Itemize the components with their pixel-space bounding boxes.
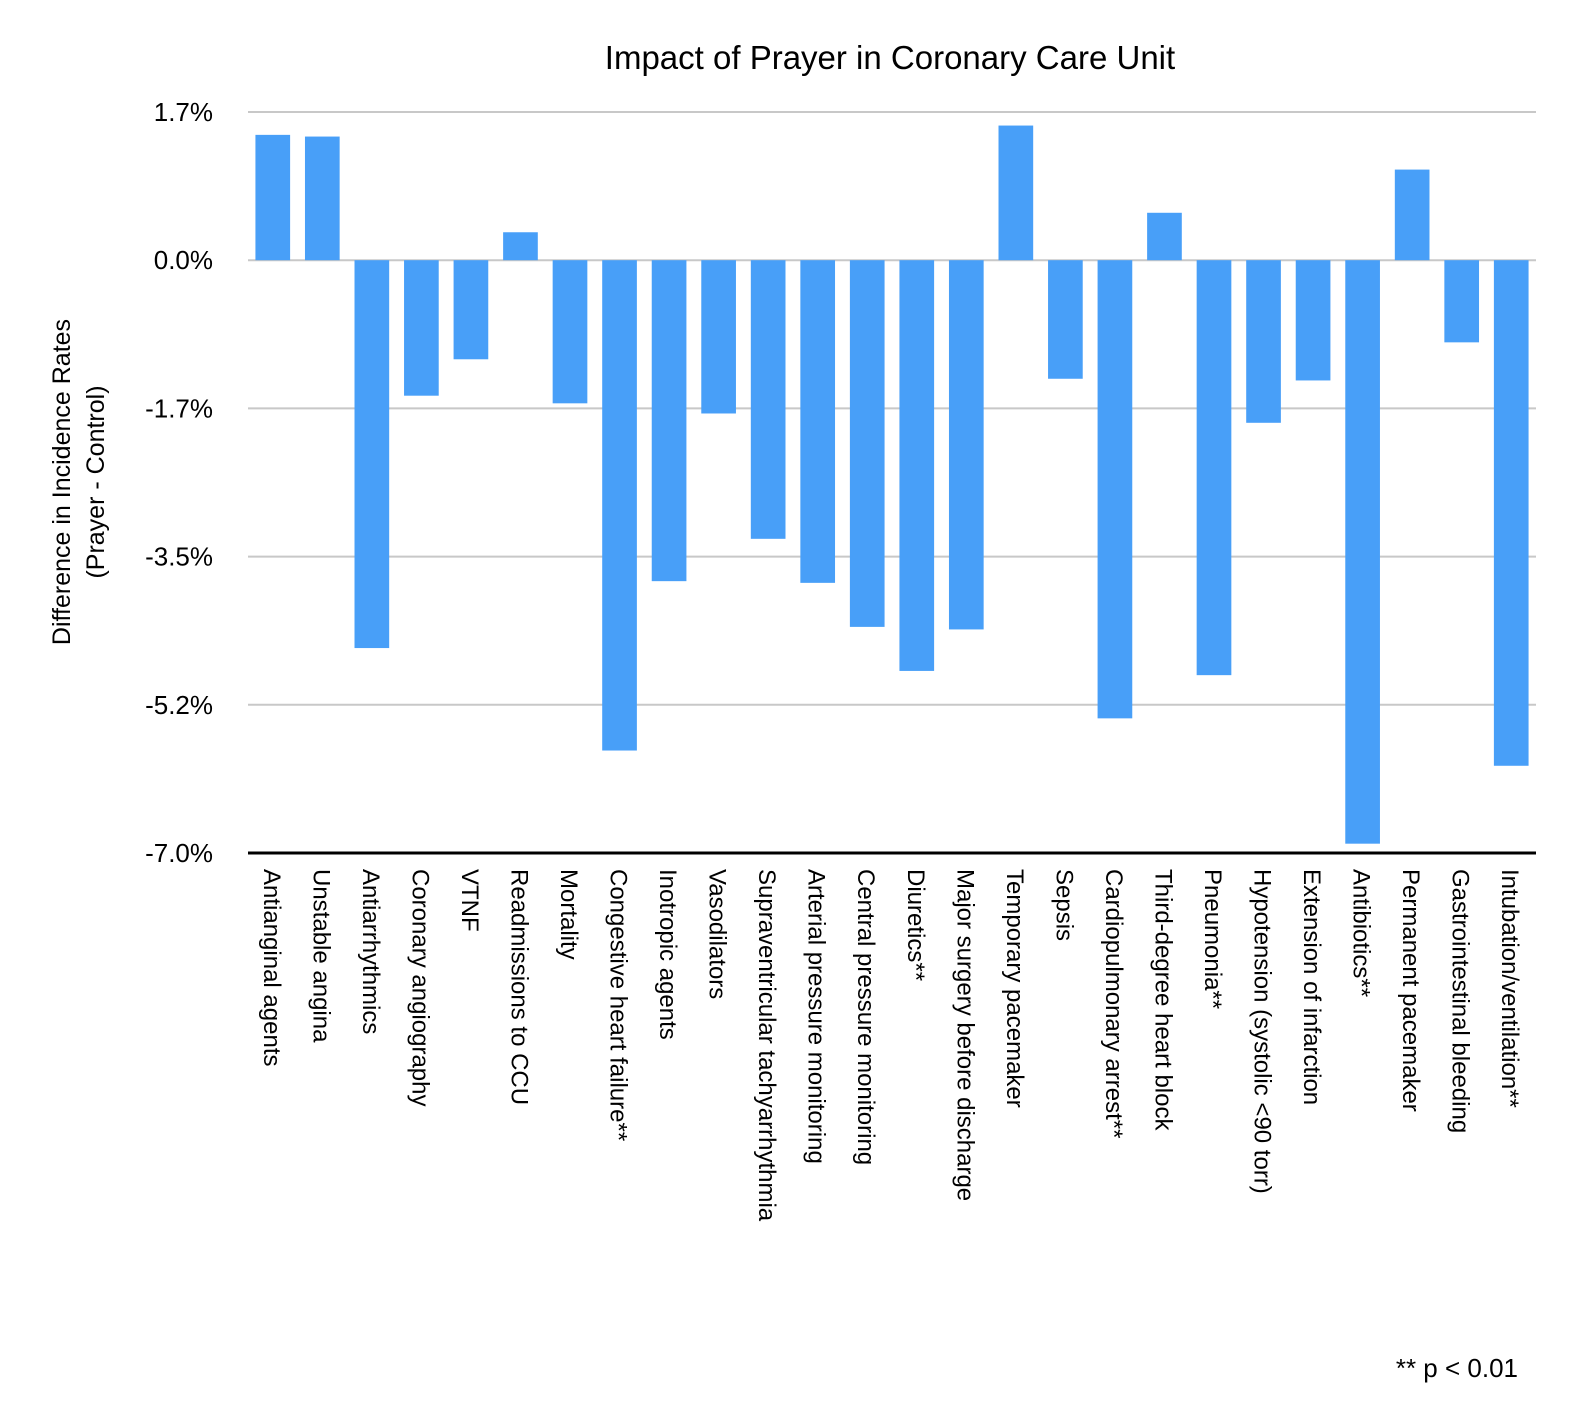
x-tick-label: Pneumonia** bbox=[1199, 869, 1226, 1009]
x-tick-label: Arterial pressure monitoring bbox=[803, 869, 830, 1164]
bar bbox=[1394, 169, 1430, 261]
bar bbox=[304, 136, 340, 261]
x-tick-label: Extension of infarction bbox=[1298, 869, 1325, 1105]
bar bbox=[1147, 212, 1182, 261]
bar bbox=[503, 232, 538, 261]
y-tick-label: -5.2% bbox=[145, 690, 213, 720]
bar bbox=[552, 260, 588, 404]
gridlines bbox=[248, 111, 1536, 706]
x-tick-label: Temporary pacemaker bbox=[1001, 869, 1028, 1108]
bars bbox=[255, 125, 1529, 844]
x-tick-label: Antianginal agents bbox=[258, 869, 285, 1066]
x-tick-label: Central pressure monitoring bbox=[852, 869, 879, 1165]
x-tick-label: Mortality bbox=[555, 869, 582, 960]
bar bbox=[404, 260, 439, 396]
bar bbox=[1345, 260, 1380, 844]
x-tick-label: Inotropic agents bbox=[654, 869, 681, 1040]
bar bbox=[1196, 260, 1232, 676]
x-tick-label: Supraventricular tachyarrhythmia bbox=[753, 869, 780, 1222]
x-tick-label: Cardiopulmonary arrest** bbox=[1100, 869, 1127, 1138]
bar bbox=[1444, 260, 1480, 343]
x-tick-label: Antiarrhythmics bbox=[357, 869, 384, 1034]
x-tick-label: Coronary angiography bbox=[406, 869, 433, 1106]
bar bbox=[1295, 260, 1331, 381]
bar bbox=[948, 260, 984, 630]
x-tick-label: Diuretics** bbox=[902, 869, 929, 981]
y-tick-label: -7.0% bbox=[145, 838, 213, 868]
bar bbox=[701, 260, 736, 414]
x-tick-label: Gastrointestinal bleeding bbox=[1447, 869, 1474, 1133]
bar bbox=[800, 260, 836, 583]
bar bbox=[998, 125, 1034, 261]
x-tick-label: Hypotension (systolic <90 torr) bbox=[1249, 869, 1276, 1194]
x-axis-labels: Antianginal agents Unstable angina Antiarr… bbox=[258, 869, 1523, 1222]
x-tick-label: Congestive heart failure** bbox=[605, 869, 632, 1141]
bar bbox=[750, 260, 786, 539]
y-tick-label: 0.0% bbox=[154, 245, 213, 275]
bar bbox=[453, 260, 489, 360]
x-tick-label: Readmissions to CCU bbox=[505, 869, 532, 1105]
significance-footnote: ** p < 0.01 bbox=[1396, 1353, 1518, 1383]
bar bbox=[1048, 260, 1083, 379]
bar bbox=[849, 260, 885, 627]
chart-title: Impact of Prayer in Coronary Care Unit bbox=[605, 39, 1175, 76]
bar bbox=[354, 260, 390, 649]
y-tick-label: -1.7% bbox=[145, 393, 213, 423]
y-tick-label: 1.7% bbox=[154, 97, 213, 127]
x-tick-label: Third-degree heart block bbox=[1149, 869, 1176, 1131]
x-tick-label: Sepsis bbox=[1050, 869, 1077, 941]
x-tick-label: VTNF bbox=[456, 869, 483, 932]
bar bbox=[1246, 260, 1281, 423]
bar bbox=[1097, 260, 1133, 719]
bar bbox=[1493, 260, 1529, 766]
y-axis-label-line2: (Prayer - Control) bbox=[82, 385, 110, 578]
x-tick-label: Permanent pacemaker bbox=[1397, 869, 1424, 1112]
y-tick-label: -3.5% bbox=[145, 542, 213, 572]
x-tick-label: Vasodilators bbox=[704, 869, 731, 999]
x-tick-label: Unstable angina bbox=[307, 869, 334, 1043]
bar bbox=[255, 134, 291, 261]
bar bbox=[651, 260, 687, 582]
x-tick-label: Major surgery before discharge bbox=[951, 869, 978, 1201]
x-tick-label: Intubation/ventilation** bbox=[1496, 869, 1523, 1108]
x-tick-label: Antibiotics** bbox=[1348, 869, 1375, 997]
bar bbox=[899, 260, 935, 671]
y-axis-ticks: 1.7% 0.0% -1.7% -3.5% -5.2% -7.0% bbox=[145, 97, 213, 868]
bar bbox=[602, 260, 637, 751]
y-axis-label-line1: Difference in Incidence Rates bbox=[48, 319, 76, 645]
